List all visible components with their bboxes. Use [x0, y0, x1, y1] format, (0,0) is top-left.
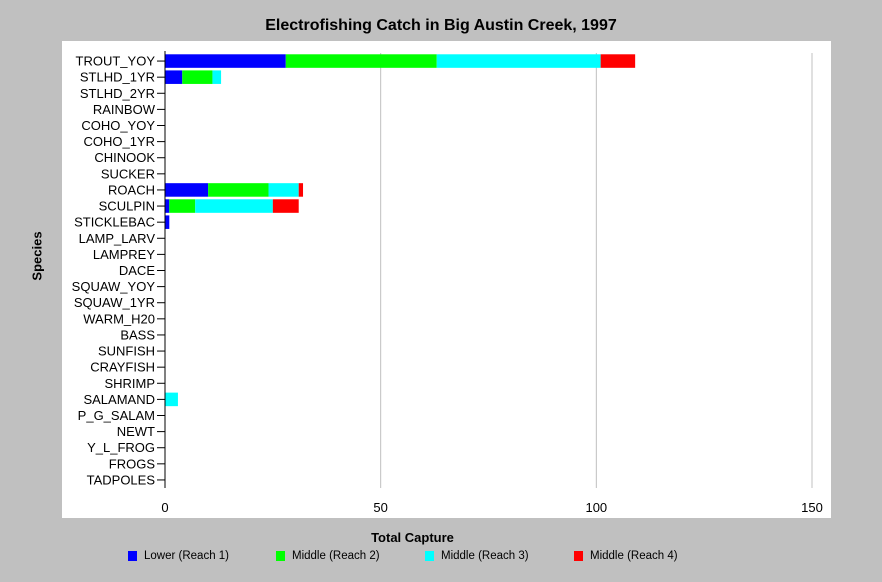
- bar-stlhd_1yr-series-3: [212, 70, 222, 84]
- y-tick-label: ROACH: [108, 182, 155, 197]
- bar-roach-series-4: [298, 183, 304, 197]
- bar-trout_yoy-series-2: [285, 54, 437, 68]
- y-tick-label: Y_L_FROG: [87, 440, 155, 455]
- x-tick-label: 150: [801, 500, 823, 515]
- y-tick-label: SQUAW_1YR: [74, 295, 155, 310]
- y-tick-label: SCULPIN: [99, 199, 155, 214]
- bar-roach-series-1: [165, 183, 209, 197]
- y-tick-label: DACE: [119, 263, 155, 278]
- legend-item-reach-2: Middle (Reach 2): [276, 548, 380, 564]
- bar-stlhd_1yr-series-1: [165, 70, 183, 84]
- legend-swatch: [128, 551, 137, 561]
- bar-trout_yoy-series-4: [600, 54, 636, 68]
- y-tick-label: NEWT: [117, 424, 155, 439]
- y-tick-label: STICKLEBAC: [74, 215, 155, 230]
- legend-item-reach-4: Middle (Reach 4): [574, 548, 678, 564]
- y-tick-label: LAMP_LARV: [79, 231, 156, 246]
- legend-item-reach-3: Middle (Reach 3): [425, 548, 529, 564]
- chart-title: Electrofishing Catch in Big Austin Creek…: [265, 17, 617, 34]
- y-tick-label: WARM_H20: [83, 311, 155, 326]
- legend: Lower (Reach 1) Middle (Reach 2) Middle (R…: [0, 548, 882, 564]
- legend-label: Lower (Reach 1): [144, 550, 230, 562]
- legend-swatch: [276, 551, 285, 561]
- bar-roach-series-2: [208, 183, 269, 197]
- legend-label: Middle (Reach 3): [441, 550, 529, 562]
- legend-item-reach-1: Lower (Reach 1): [128, 548, 229, 564]
- x-tick-label: 50: [373, 500, 387, 515]
- y-tick-label: FROGS: [109, 456, 156, 471]
- legend-label: Middle (Reach 4): [590, 550, 678, 562]
- legend-swatch: [574, 551, 583, 561]
- y-tick-label: BASS: [120, 327, 155, 342]
- y-tick-label: STLHD_2YR: [80, 86, 155, 101]
- x-tick-label: 0: [161, 500, 168, 515]
- bar-sculpin-series-1: [165, 199, 170, 213]
- y-tick-label: LAMPREY: [93, 247, 155, 262]
- legend-label: Middle (Reach 2): [292, 550, 380, 562]
- legend-swatch: [425, 551, 434, 561]
- y-tick-label: COHO_1YR: [83, 134, 155, 149]
- bar-sticklebac-series-1: [165, 215, 170, 229]
- y-tick-label: SQUAW_YOY: [72, 279, 156, 294]
- y-tick-label: SUNFISH: [98, 344, 155, 359]
- bar-roach-series-3: [268, 183, 299, 197]
- x-tick-label: 100: [585, 500, 607, 515]
- y-tick-label: STLHD_1YR: [80, 70, 155, 85]
- y-axis-label: Species: [29, 231, 45, 281]
- chart-svg: TROUT_YOYSTLHD_1YRSTLHD_2YRRAINBOWCOHO_Y…: [72, 51, 823, 515]
- y-tick-label: CRAYFISH: [90, 360, 155, 375]
- y-tick-label: TROUT_YOY: [76, 54, 156, 69]
- y-tick-label: CHINOOK: [94, 150, 155, 165]
- bar-sculpin-series-3: [195, 199, 273, 213]
- bar-salamand-series-3: [165, 392, 178, 407]
- y-tick-label: COHO_YOY: [81, 118, 155, 133]
- bar-trout_yoy-series-3: [436, 54, 601, 68]
- y-tick-label: P_G_SALAM: [78, 408, 155, 423]
- bar-sculpin-series-2: [169, 199, 196, 213]
- y-tick-label: SUCKER: [101, 166, 155, 181]
- y-tick-label: SALAMAND: [83, 392, 155, 407]
- y-tick-label: RAINBOW: [93, 102, 156, 117]
- plot-panel: TROUT_YOY STLHD_1YR STLHD_2YR RAINBOW COHO_Y…: [62, 41, 831, 518]
- y-tick-label: TADPOLES: [87, 472, 156, 487]
- y-tick-label: SHRIMP: [104, 376, 155, 391]
- bar-stlhd_1yr-series-2: [182, 70, 213, 84]
- x-axis-label: Total Capture: [371, 530, 454, 545]
- bar-trout_yoy-series-1: [165, 54, 286, 68]
- bar-sculpin-series-4: [272, 199, 299, 213]
